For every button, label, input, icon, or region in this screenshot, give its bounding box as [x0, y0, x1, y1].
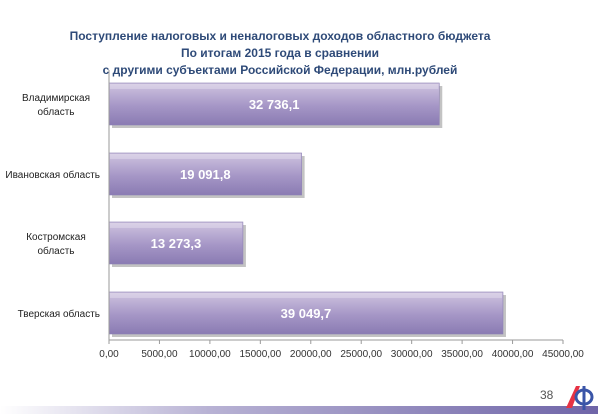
x-tick-label: 15000,00 [239, 349, 281, 360]
title-line-2: По итогам 2015 года в сравнении [181, 46, 379, 60]
x-tick-label: 45000,00 [542, 349, 584, 360]
bar-highlight [110, 154, 301, 159]
x-tick-label: 5000,00 [141, 349, 178, 360]
category-labels: Владимирская область Ивановская область Кос… [5, 93, 100, 320]
x-tick-label: 35000,00 [441, 349, 483, 360]
bars: 32 736,1 19 091,8 13 273,3 39 049,7 [108, 82, 506, 337]
bar-value-label: 39 049,7 [281, 306, 332, 321]
bar-highlight [110, 84, 439, 89]
x-tick-label: 40000,00 [492, 349, 534, 360]
category-label: область [37, 245, 74, 257]
bar-highlight [110, 293, 502, 298]
x-axis: 0,00 5000,00 10000,00 15000,00 20000,00 25000… [99, 70, 584, 360]
category-label: Ивановская область [5, 169, 100, 181]
bar-value-label: 19 091,8 [180, 167, 231, 182]
bar [108, 221, 244, 265]
category-label: область [37, 106, 74, 118]
x-tick-label: 30000,00 [391, 349, 433, 360]
bar-value-label: 13 273,3 [151, 236, 202, 251]
x-tick-label: 25000,00 [340, 349, 382, 360]
bar [108, 152, 302, 196]
chart-title: Поступление налоговых и неналоговых дохо… [60, 28, 500, 79]
category-label: Тверская область [18, 308, 100, 320]
bar-highlight [110, 223, 242, 228]
title-line-1: Поступление налоговых и неналоговых дохо… [69, 29, 491, 43]
category-label: Владимирская [22, 93, 90, 104]
page-number: 38 [540, 388, 554, 402]
category-label: Костромская [26, 232, 86, 243]
x-tick-label: 0,00 [99, 349, 119, 360]
bar-value-label: 32 736,1 [249, 97, 300, 112]
x-tick-label: 20000,00 [290, 349, 332, 360]
footer-decor-bar [0, 406, 598, 414]
x-tick-label: 10000,00 [189, 349, 231, 360]
logo-icon [566, 386, 594, 410]
title-line-3: с другими субъектами Российской Федераци… [102, 63, 458, 77]
bar [108, 291, 504, 335]
